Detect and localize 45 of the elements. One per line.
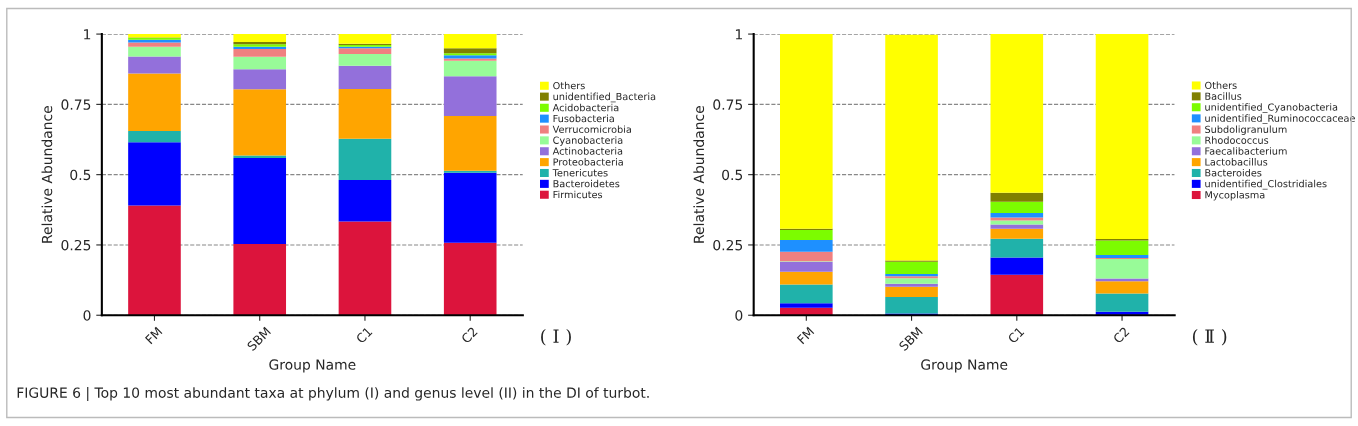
legend-label: Actinobacteria [552,147,623,155]
legend-label: Others [553,81,585,90]
y-tick-label: 0 [83,310,91,321]
text: ( Ⅰ ) [541,329,571,346]
legend-label: Firmicutes [553,190,603,199]
x-axis-title: Group Name [921,359,1008,373]
legend-label: Rhodococcus [1205,136,1269,144]
y-tick-label: 0 [735,310,743,321]
legend-label: Acidobacteria [552,103,619,112]
legend-label: Mycoplasma [1205,190,1265,201]
x-tick-label: FM [144,326,163,345]
x-tick-label: C1 [355,326,373,344]
legend-label: Bacteroides [1205,168,1262,177]
y-axis-title: Relative Abundance [693,106,705,243]
y-tick-label: 0.25 [713,239,743,251]
text: ( Ⅱ ) [1192,329,1227,346]
y-axis-title: Relative Abundance [41,106,53,243]
legend-label: Bacillus [1205,92,1242,100]
y-tick-label: 0.5 [70,169,91,181]
legend-label: Tenericutes [552,168,608,177]
caption: FIGURE 6 | Top 10 most abundant taxa at phylum (I) and genus level (II) in the DI of turbot. [17,387,649,401]
x-axis-title: Group Name [269,359,356,373]
legend-label: unidentified_Bacteria [553,92,656,103]
y-tick-label: 1 [84,29,91,40]
y-tick-label: 0.75 [61,99,91,110]
y-tick-label: 0.75 [713,99,743,110]
x-tick-label: C1 [1007,326,1025,344]
legend-label: unidentified_Clostridiales [1205,179,1327,190]
x-tick-label: C2 [1112,326,1130,344]
y-tick-label: 0.25 [61,239,91,251]
legend-label: Cyanobacteria [553,136,623,146]
legend-label: Lactobacillus [1205,158,1268,166]
y-tick-label: 0.5 [722,169,743,181]
legend-label: Subdoligranulum [1205,125,1287,135]
legend-label: Bacteroidetes [553,179,620,188]
x-tick-label: C2 [460,326,478,344]
legend-label: unidentified_Cyanobacteria [1205,103,1338,113]
legend-label: Faecalibacterium [1205,147,1287,155]
x-tick-label: FM [796,326,815,345]
y-tick-label: 1 [735,29,742,40]
legend-label: Proteobacteria [553,158,623,166]
legend-label: Others [1205,81,1237,89]
legend-label: unidentified_Ruminococcaceae [1205,114,1355,125]
legend-label: Verrucomicrobia [552,125,631,134]
legend-label: Fusobacteria [553,114,614,123]
